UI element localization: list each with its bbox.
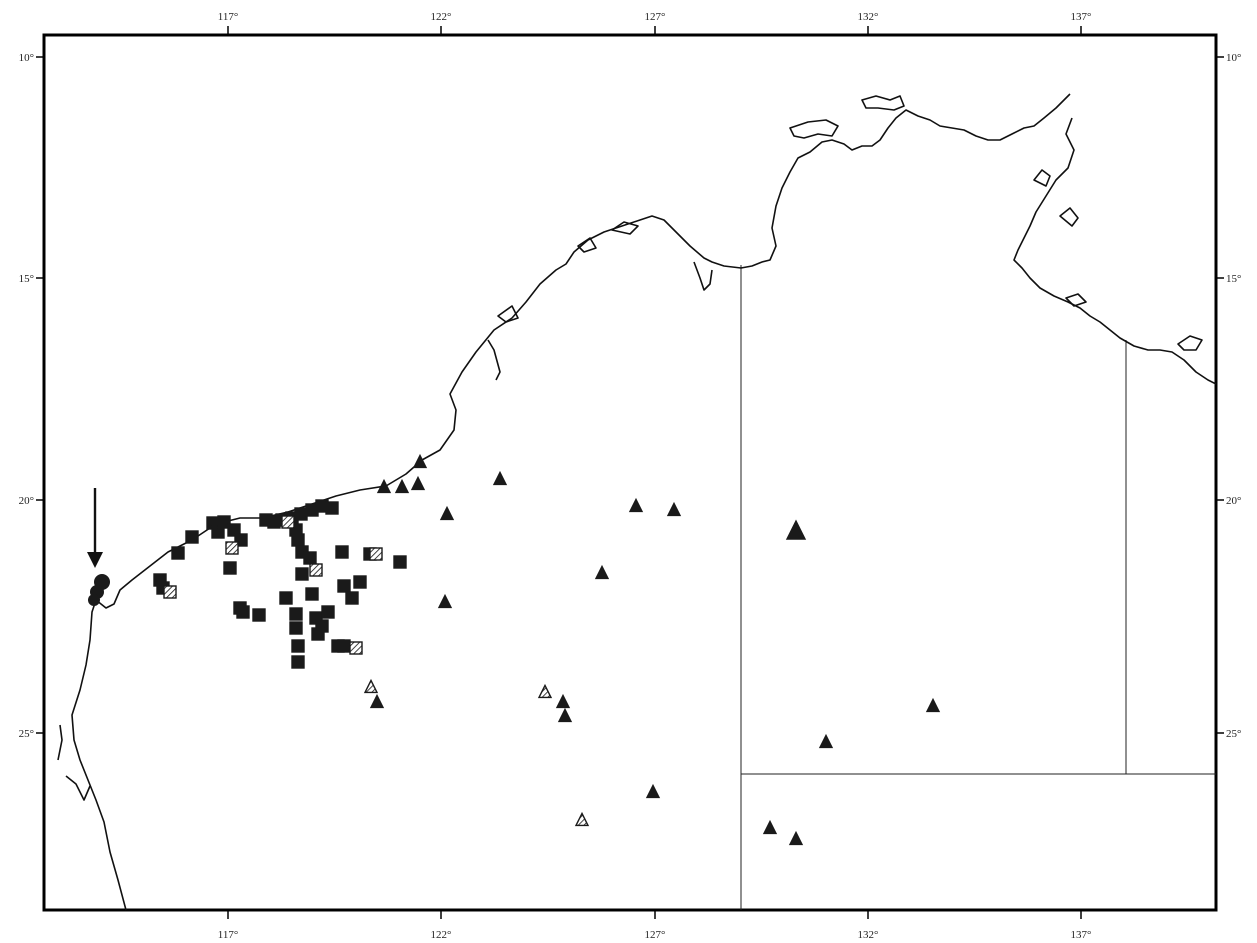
filled-square-marker xyxy=(311,627,325,641)
x-tick-label-top: 132° xyxy=(858,11,879,23)
x-tick-label-bottom: 122° xyxy=(431,929,452,941)
y-tick-label-left: 10° xyxy=(19,52,34,64)
y-tick-label-right: 25° xyxy=(1226,728,1241,740)
coastline-gulf xyxy=(1013,117,1217,385)
hatched-square-marker xyxy=(349,641,363,655)
filled-square-marker xyxy=(294,507,308,521)
filled-triangle-marker xyxy=(557,707,573,723)
x-tick-label-bottom: 127° xyxy=(645,929,666,941)
filled-triangle-marker xyxy=(439,505,455,521)
filled-triangle-marker xyxy=(666,501,682,517)
filled-triangle-marker xyxy=(369,693,385,709)
x-tick-label-top: 137° xyxy=(1071,11,1092,23)
filled-square-marker xyxy=(325,501,339,515)
y-tick-label-left: 25° xyxy=(19,728,34,740)
filled-square-marker xyxy=(252,608,266,622)
hatched-triangle-marker xyxy=(363,678,379,694)
filled-square-marker xyxy=(337,639,351,653)
x-tick-label-top: 117° xyxy=(218,11,239,23)
y-tick-label-left: 15° xyxy=(19,273,34,285)
filled-square-marker xyxy=(295,567,309,581)
hatched-triangle-marker xyxy=(574,811,590,827)
filled-triangle-marker xyxy=(818,733,834,749)
filled-triangle-marker xyxy=(376,478,392,494)
hatched-square-marker xyxy=(225,541,239,555)
filled-triangle-marker xyxy=(645,783,661,799)
filled-square-marker xyxy=(337,579,351,593)
filled-triangle-marker xyxy=(410,475,426,491)
filled-square-marker xyxy=(279,591,293,605)
filled-triangle-marker xyxy=(628,497,644,513)
y-tick-label-right: 10° xyxy=(1226,52,1241,64)
filled-triangle-marker xyxy=(394,478,410,494)
filled-square-marker xyxy=(321,605,335,619)
filled-square-marker xyxy=(291,639,305,653)
hatched-square-marker xyxy=(369,547,383,561)
hatched-square-marker xyxy=(281,515,295,529)
filled-square-marker xyxy=(289,621,303,635)
filled-square-marker xyxy=(335,545,349,559)
filled-square-marker xyxy=(353,575,367,589)
filled-triangle-marker xyxy=(762,819,778,835)
filled-square-marker xyxy=(171,546,185,560)
y-tick-label-right: 15° xyxy=(1226,273,1241,285)
filled-square-marker xyxy=(223,561,237,575)
filled-triangle-marker xyxy=(788,830,804,846)
filled-square-marker xyxy=(303,551,317,565)
y-tick-label-left: 20° xyxy=(19,495,34,507)
filled-square-marker xyxy=(345,591,359,605)
x-tick-label-bottom: 117° xyxy=(218,929,239,941)
filled-square-marker xyxy=(227,523,241,537)
hatched-square-marker xyxy=(163,585,177,599)
filled-triangle-marker xyxy=(437,593,453,609)
filled-square-marker xyxy=(291,533,305,547)
filled-triangle-marker xyxy=(925,697,941,713)
filled-square-marker xyxy=(393,555,407,569)
filled-square-marker xyxy=(185,530,199,544)
filled-circle-marker xyxy=(88,594,100,606)
map-frame xyxy=(42,33,1218,912)
x-tick-label-bottom: 132° xyxy=(858,929,879,941)
filled-square-marker xyxy=(289,607,303,621)
tick-marks xyxy=(36,26,1224,919)
filled-triangle-marker xyxy=(555,693,571,709)
hatched-triangle-marker xyxy=(537,683,553,699)
coastline xyxy=(71,93,1071,911)
x-tick-label-top: 122° xyxy=(431,11,452,23)
zone-boundaries xyxy=(740,265,1216,910)
filled-triangle-marker xyxy=(412,453,428,469)
sample-markers xyxy=(88,453,941,846)
filled-triangle-marker xyxy=(492,470,508,486)
filled-triangle-marker xyxy=(594,564,610,580)
x-tick-label-top: 127° xyxy=(645,11,666,23)
coastal-islands xyxy=(57,95,1203,801)
filled-triangle-marker xyxy=(785,519,807,540)
x-tick-label-bottom: 137° xyxy=(1071,929,1092,941)
filled-square-marker xyxy=(291,655,305,669)
filled-square-marker xyxy=(236,605,250,619)
y-tick-label-right: 20° xyxy=(1226,495,1241,507)
location-arrow xyxy=(87,488,103,568)
hatched-square-marker xyxy=(309,563,323,577)
filled-square-marker xyxy=(305,587,319,601)
filled-square-marker xyxy=(217,515,231,529)
